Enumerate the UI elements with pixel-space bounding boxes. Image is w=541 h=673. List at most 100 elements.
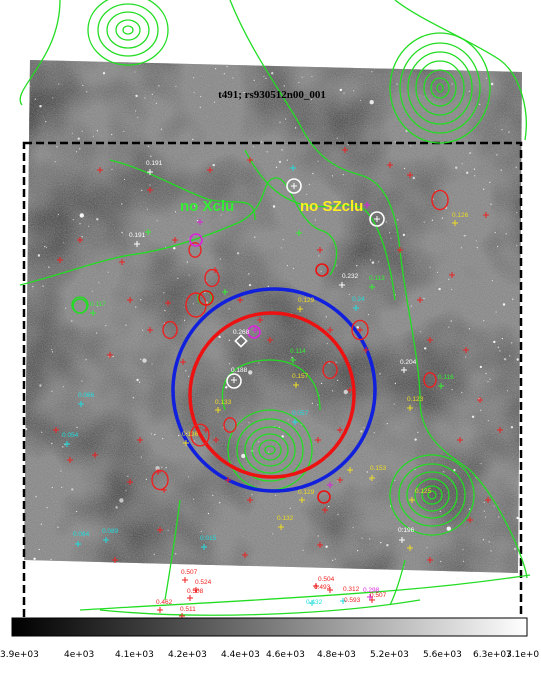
star	[52, 97, 54, 99]
galaxy-marker	[247, 497, 253, 503]
star	[494, 232, 496, 234]
star	[37, 254, 41, 257]
star	[475, 240, 477, 242]
galaxy-marker	[57, 257, 63, 263]
star	[72, 219, 74, 221]
star	[516, 358, 519, 361]
star	[149, 184, 151, 186]
galaxy-marker	[165, 300, 171, 306]
galaxy-marker	[397, 247, 403, 253]
star	[301, 76, 303, 78]
galaxy-marker	[337, 427, 343, 433]
star	[192, 138, 194, 140]
star	[495, 311, 497, 313]
galaxy-marker	[213, 437, 219, 443]
star	[461, 391, 463, 394]
galaxy-marker	[353, 305, 359, 311]
star	[493, 340, 496, 344]
z-label: 0.493	[314, 584, 331, 591]
star	[502, 303, 506, 306]
star	[483, 320, 485, 322]
star	[308, 183, 310, 185]
star	[343, 92, 345, 94]
star	[45, 121, 47, 123]
galaxy-marker	[367, 594, 373, 600]
star	[272, 533, 274, 535]
star	[302, 549, 304, 552]
star	[252, 146, 254, 148]
star	[356, 326, 359, 329]
z-label: 0.113	[369, 275, 385, 282]
star	[29, 85, 31, 87]
galaxy-marker	[97, 167, 103, 173]
galaxy-marker	[427, 557, 433, 563]
star	[312, 173, 314, 175]
star	[96, 218, 99, 221]
star	[451, 288, 453, 290]
member-galaxy-marker	[190, 423, 210, 447]
galaxy-marker	[485, 497, 491, 503]
galaxy-marker	[77, 237, 83, 243]
colorbar-tick-label: 4.4e+03	[221, 650, 260, 660]
galaxy-marker	[290, 357, 296, 363]
z-label: 0.507	[370, 592, 387, 599]
galaxy-marker	[309, 600, 315, 606]
galaxy-marker	[119, 259, 125, 265]
star	[155, 466, 160, 471]
star	[489, 181, 491, 183]
star	[155, 102, 157, 104]
star	[137, 117, 139, 119]
star	[360, 430, 363, 433]
galaxy-marker	[137, 437, 143, 443]
star	[516, 245, 518, 247]
galaxy-marker	[90, 310, 96, 316]
galaxy-marker	[292, 419, 298, 425]
star-field	[24, 60, 522, 573]
star	[473, 168, 476, 170]
redshift-labels: 0.191 0.191 0.232 0.204 0.188 0.196 0.12…	[62, 160, 469, 613]
z-label: 0.204	[400, 359, 417, 366]
colorbar-tick-label: 4.2e+03	[168, 650, 207, 660]
star	[385, 221, 387, 223]
star	[92, 290, 94, 292]
star	[318, 255, 320, 257]
galaxy-marker	[497, 427, 503, 433]
galaxy-marker	[463, 347, 469, 353]
star	[506, 390, 509, 392]
galaxy-marker	[399, 537, 405, 543]
star	[336, 137, 338, 139]
z-label: 0.511	[180, 606, 196, 613]
star	[164, 309, 166, 312]
star	[417, 65, 419, 67]
star	[348, 293, 350, 295]
galaxy-marker	[293, 382, 299, 388]
galaxy-marker	[207, 167, 213, 173]
cluster-radius-circle	[188, 311, 356, 479]
galaxy-marker	[145, 229, 151, 235]
galaxy-marker	[257, 317, 263, 323]
no-xray-cluster-label: no Xclu	[180, 198, 234, 215]
galaxy-marker	[401, 367, 407, 373]
star	[258, 441, 260, 443]
star	[440, 560, 442, 563]
star	[58, 60, 60, 61]
star	[85, 359, 87, 361]
z-label: 0.089	[102, 528, 119, 535]
star	[265, 77, 267, 79]
star	[410, 145, 412, 147]
galaxy-marker	[225, 477, 231, 483]
galaxy-marker	[64, 441, 70, 447]
star	[436, 271, 439, 273]
star	[394, 479, 396, 481]
z-label: 0.129	[298, 489, 315, 496]
galaxy-marker	[182, 577, 188, 583]
galaxy-marker	[369, 475, 375, 481]
galaxy-marker	[296, 230, 302, 236]
star	[414, 438, 417, 441]
galaxy-marker	[75, 541, 81, 547]
member-galaxy-marker	[223, 417, 237, 433]
z-label: 0.126	[452, 212, 469, 219]
galaxy-marker	[477, 397, 483, 403]
star	[512, 298, 514, 300]
galaxy-markers	[53, 147, 503, 619]
